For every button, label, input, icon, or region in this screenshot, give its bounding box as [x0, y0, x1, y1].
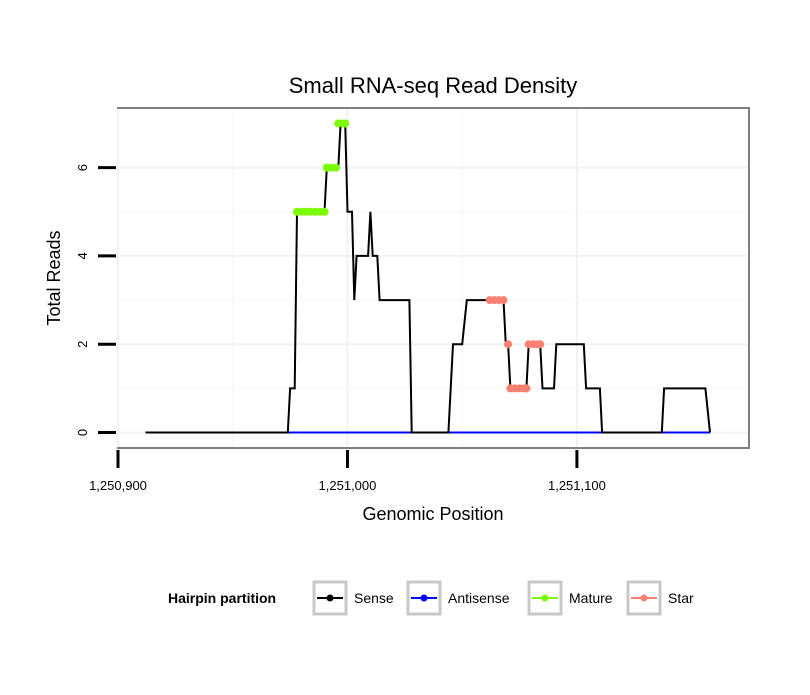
chart-title: Small RNA-seq Read Density	[289, 73, 578, 98]
mature-point-6	[320, 207, 329, 216]
axes: 0 2 4 6 1,250,900 1,251,000 1,251,100	[75, 164, 606, 493]
y-tick-label-3: 6	[75, 164, 90, 171]
y-tick-label-1: 2	[75, 341, 90, 348]
legend-key-point-mature	[541, 594, 549, 602]
legend: Hairpin partition Sense Antisense Mature St…	[168, 580, 694, 616]
x-tick-label-1: 1,251,000	[319, 478, 377, 493]
star-point-13	[536, 340, 545, 349]
x-tick-label-0: 1,250,900	[89, 478, 147, 493]
x-axis-label: Genomic Position	[362, 504, 503, 524]
y-tick-label-0: 0	[75, 429, 90, 436]
y-axis-label: Total Reads	[44, 230, 64, 325]
y-tick-label-2: 4	[75, 252, 90, 259]
mature-point-12	[341, 119, 350, 128]
legend-label-star: Star	[668, 590, 694, 606]
legend-label-antisense: Antisense	[448, 590, 510, 606]
mature-point-9	[331, 163, 340, 172]
plot-panel	[117, 107, 750, 449]
legend-label-mature: Mature	[569, 590, 613, 606]
legend-key-point-antisense	[420, 594, 428, 602]
star-point-3	[499, 296, 508, 305]
series-layer	[145, 119, 711, 434]
star-point-9	[522, 384, 531, 393]
x-tick-label-2: 1,251,100	[548, 478, 606, 493]
legend-key-point-sense	[326, 594, 334, 602]
star-point-4	[504, 340, 513, 349]
legend-label-sense: Sense	[354, 590, 394, 606]
legend-title: Hairpin partition	[168, 590, 276, 606]
legend-key-point-star	[640, 594, 648, 602]
